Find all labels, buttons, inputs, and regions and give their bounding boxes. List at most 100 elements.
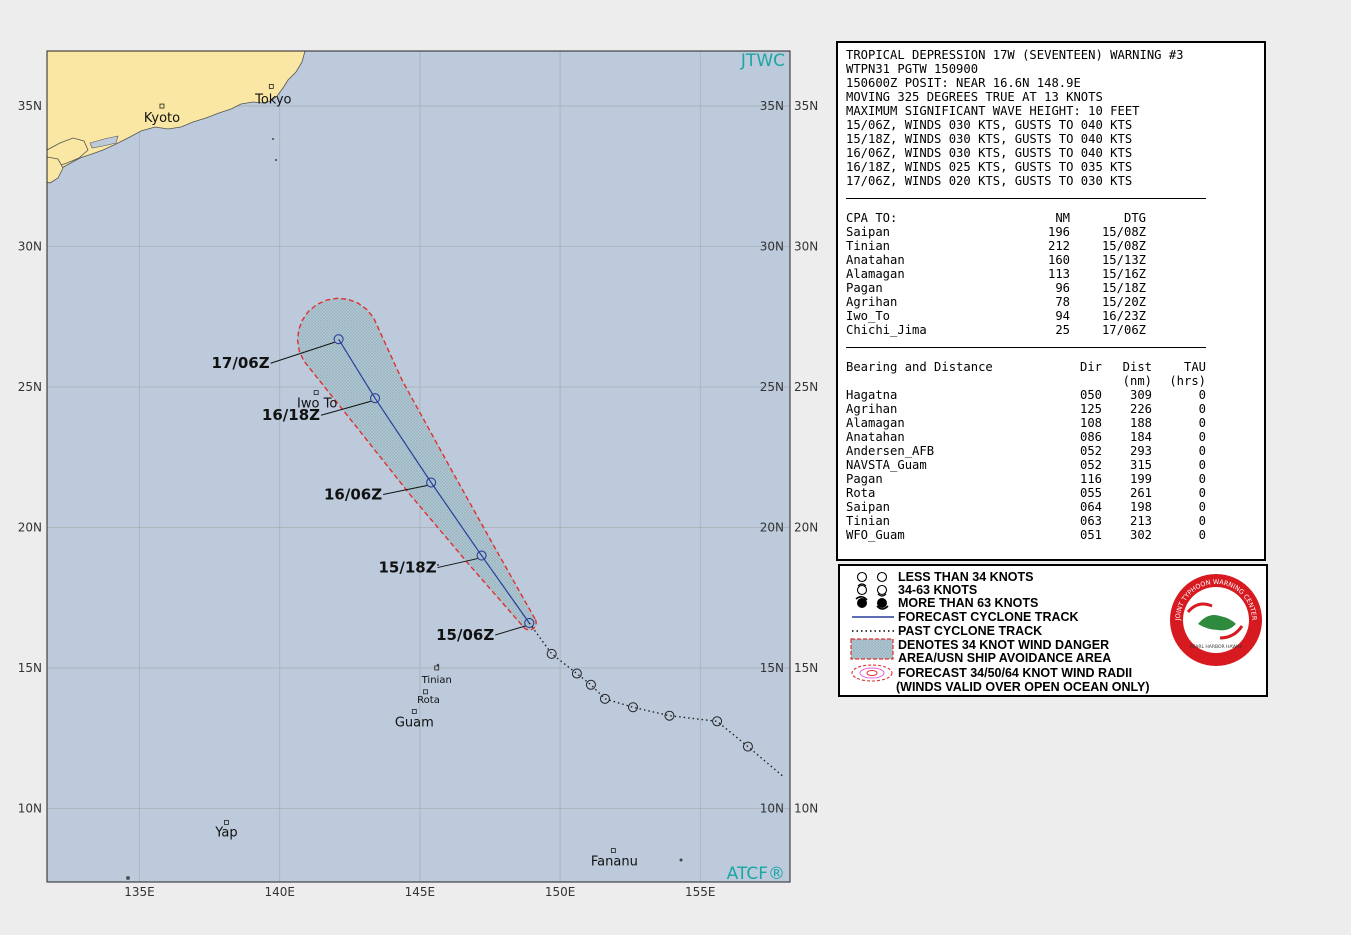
bearing-row-cell: 0 bbox=[1198, 486, 1206, 500]
atcf-corner-label: ATCF® bbox=[727, 864, 785, 884]
past-track bbox=[528, 622, 785, 779]
forecast-position-marker bbox=[426, 477, 437, 488]
bearing-row-cell: 063 bbox=[1079, 514, 1102, 528]
legend: LESS THAN 34 KNOTS 34-63 KNOTS MORE THAN 6… bbox=[838, 564, 1268, 697]
forecast-track-line-icon bbox=[852, 616, 894, 618]
legend-symbol bbox=[848, 624, 898, 638]
wind-radii-icon bbox=[851, 664, 893, 682]
place-labels: Kyoto Tokyo Iwo To Tinian Rota Guam Yap Fananu bbox=[144, 83, 638, 870]
bearing-row-cell: 188 bbox=[1129, 416, 1152, 430]
cpa-row-cell: 96 bbox=[1055, 281, 1070, 295]
bearing-header-cell: Dir bbox=[1079, 360, 1102, 374]
warning-line: 15/18Z, WINDS 030 KTS, GUSTS TO 040 KTS bbox=[846, 132, 1133, 146]
legend-symbol bbox=[848, 610, 898, 624]
forecast-position-marker bbox=[369, 393, 381, 404]
bearing-row-cell: 125 bbox=[1079, 402, 1102, 416]
lat-label-inner: 25N bbox=[760, 380, 784, 394]
cpa-table: CPA TO: NM DTG Saipan 196 15/08Z Tinian 212 15/0… bbox=[846, 211, 1256, 337]
past-position-marker bbox=[546, 648, 557, 659]
cpa-row-cell: 160 bbox=[1047, 253, 1070, 267]
small-islands bbox=[126, 138, 683, 880]
bearing-row-cell: 309 bbox=[1129, 388, 1152, 402]
map-frame bbox=[46, 50, 791, 883]
place-label: Guam bbox=[395, 715, 434, 730]
jtwc-logo: PEARL HARBOR HAWAII JOINT TYPHOON WARNIN… bbox=[1170, 574, 1262, 666]
cpa-row-cell: Iwo_To bbox=[846, 309, 891, 323]
cpa-row-cell: Alamagan bbox=[846, 267, 905, 281]
bearing-row-cell: Anatahan bbox=[846, 430, 905, 444]
past-position-marker bbox=[585, 679, 596, 690]
bearing-row-cell: Hagatna bbox=[846, 388, 898, 402]
bearing-row-cell: WFO_Guam bbox=[846, 528, 905, 542]
bearing-row-cell: Tinian bbox=[846, 514, 891, 528]
warning-line: TROPICAL DEPRESSION 17W (SEVENTEEN) WARN… bbox=[846, 48, 1184, 62]
cpa-row-cell: Agrihan bbox=[846, 295, 898, 309]
bearing-row-cell: 108 bbox=[1079, 416, 1102, 430]
time-leader-line bbox=[320, 400, 372, 416]
cpa-row-cell: 212 bbox=[1047, 239, 1070, 253]
cpa-row-cell: 113 bbox=[1047, 267, 1070, 281]
bearing-row: Anatahan 086 184 0 bbox=[846, 430, 1256, 444]
warning-line: 16/18Z, WINDS 025 KTS, GUSTS TO 035 KTS bbox=[846, 160, 1133, 174]
legend-item: FORECAST 34/50/64 KNOT WIND RADII bbox=[848, 664, 1133, 682]
bearing-row: Agrihan 125 226 0 bbox=[846, 402, 1256, 416]
lat-label-right: 25N bbox=[794, 380, 818, 394]
lon-label: 145E bbox=[405, 885, 436, 899]
cpa-row-cell: 15/18Z bbox=[1101, 281, 1146, 295]
bearing-row-cell: 051 bbox=[1079, 528, 1102, 542]
lat-label-right: 10N bbox=[794, 801, 818, 815]
lon-label: 135E bbox=[124, 885, 155, 899]
legend-symbol bbox=[848, 664, 898, 682]
warning-header: TROPICAL DEPRESSION 17W (SEVENTEEN) WARN… bbox=[846, 48, 1256, 188]
past-position-marker bbox=[664, 710, 675, 721]
lon-label: 140E bbox=[264, 885, 295, 899]
graticule bbox=[47, 51, 790, 882]
bearing-row-cell: 0 bbox=[1198, 430, 1206, 444]
forecast-time-labels: 15/06Z 15/18Z 16/06Z 16/18Z 17/06Z bbox=[211, 341, 526, 644]
legend-text: 34-63 KNOTS bbox=[898, 582, 978, 597]
lat-label-right: 20N bbox=[794, 520, 818, 534]
cpa-row-cell: 78 bbox=[1055, 295, 1070, 309]
bearing-row-cell: 213 bbox=[1129, 514, 1152, 528]
past-position-marker bbox=[571, 668, 582, 679]
legend-item: LESS THAN 34 KNOTS bbox=[848, 570, 1033, 584]
bearing-row-cell: 0 bbox=[1198, 444, 1206, 458]
legend-text: MORE THAN 63 KNOTS bbox=[898, 595, 1039, 610]
bearing-row: Alamagan 108 188 0 bbox=[846, 416, 1256, 430]
bearing-row-cell: Rota bbox=[846, 486, 876, 500]
bearing-row-cell: 0 bbox=[1198, 402, 1206, 416]
bearing-row: Andersen_AFB 052 293 0 bbox=[846, 444, 1256, 458]
place-label: Fananu bbox=[591, 855, 638, 870]
lat-label-inner: 15N bbox=[760, 661, 784, 675]
bearing-row-cell: 0 bbox=[1198, 416, 1206, 430]
cpa-row-cell: Pagan bbox=[846, 281, 883, 295]
warning-line: 150600Z POSIT: NEAR 16.6N 148.9E bbox=[846, 76, 1081, 90]
bearing-header-cell: Bearing and Distance bbox=[846, 360, 993, 374]
past-position-marker bbox=[627, 702, 638, 713]
warning-text-panel: TROPICAL DEPRESSION 17W (SEVENTEEN) WARN… bbox=[836, 41, 1266, 561]
cpa-row: Anatahan 160 15/13Z bbox=[846, 253, 1256, 267]
bearing-row-cell: 052 bbox=[1079, 458, 1102, 472]
bearing-row-cell: 052 bbox=[1079, 444, 1102, 458]
bearing-row-cell: 261 bbox=[1129, 486, 1152, 500]
lat-label-inner: 30N bbox=[760, 240, 784, 254]
place-label: Tokyo bbox=[254, 92, 291, 107]
bearing-row: WFO_Guam 051 302 0 bbox=[846, 528, 1256, 542]
cpa-row-cell: 16/23Z bbox=[1101, 309, 1146, 323]
separator bbox=[846, 347, 1206, 348]
past-position-marker bbox=[599, 693, 610, 704]
bearing-row-cell: 0 bbox=[1198, 472, 1206, 486]
legend-symbol bbox=[848, 651, 898, 665]
lat-label-right: 30N bbox=[794, 240, 818, 254]
bearing-row-cell: 199 bbox=[1129, 472, 1152, 486]
legend-text: FORECAST 34/50/64 KNOT WIND RADII bbox=[898, 665, 1133, 680]
place-marker bbox=[224, 820, 229, 825]
cpa-row: Agrihan 78 15/20Z bbox=[846, 295, 1256, 309]
legend-spacer bbox=[848, 680, 898, 694]
legend-text: PAST CYCLONE TRACK bbox=[898, 623, 1043, 638]
legend-text: FORECAST CYCLONE TRACK bbox=[898, 609, 1079, 624]
forecast-position-marker bbox=[333, 334, 344, 345]
cpa-row: Iwo_To 94 16/23Z bbox=[846, 309, 1256, 323]
bearing-subheader: (nm) (hrs) bbox=[846, 374, 1256, 388]
bearing-row-cell: 315 bbox=[1129, 458, 1152, 472]
